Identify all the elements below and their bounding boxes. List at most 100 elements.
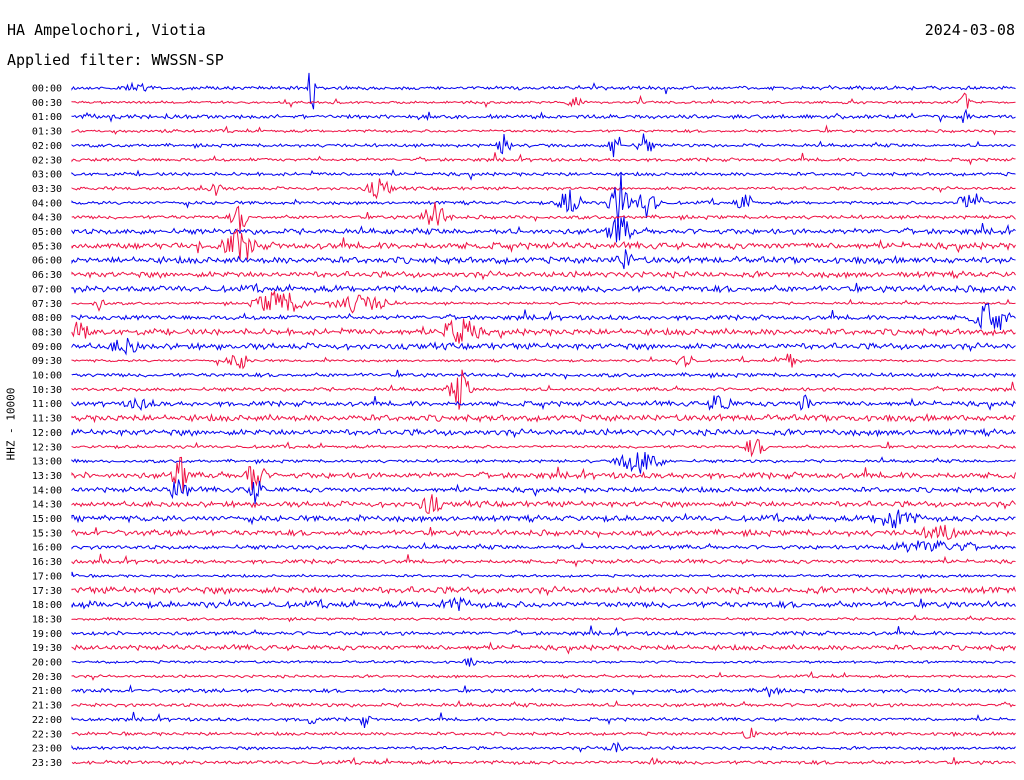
time-label: 03:00: [32, 170, 62, 181]
time-tick-labels: 00:00 00:30 01:00 01:30 02:00 02:30 03:00 03:30…: [32, 84, 62, 769]
trace-2100: [71, 684, 1016, 698]
trace-1900: [71, 625, 1016, 637]
time-label: 15:30: [32, 528, 62, 539]
time-label: 11:00: [32, 399, 62, 410]
trace-1300: [71, 452, 1016, 474]
seismic-traces: [71, 72, 1016, 766]
time-label: 21:00: [32, 686, 62, 697]
time-label: 07:30: [32, 299, 62, 310]
trace-2300: [71, 741, 1016, 753]
time-label: 16:30: [32, 557, 62, 568]
time-label: 01:30: [32, 127, 62, 138]
trace-1100: [71, 394, 1016, 411]
time-label: 20:00: [32, 658, 62, 669]
trace-2200: [71, 711, 1016, 728]
time-label: 18:30: [32, 614, 62, 625]
time-label: 06:00: [32, 256, 62, 267]
trace-0900: [71, 337, 1016, 356]
trace-0730: [71, 289, 1016, 314]
trace-2230: [71, 727, 1016, 739]
trace-1430: [71, 494, 1016, 514]
trace-0700: [71, 282, 1016, 294]
trace-0230: [71, 152, 1016, 166]
trace-0000: [71, 72, 1016, 110]
time-label: 05:00: [32, 227, 62, 238]
trace-2030: [71, 670, 1016, 681]
trace-1930: [71, 641, 1016, 655]
trace-0530: [71, 227, 1016, 261]
time-label: 17:30: [32, 586, 62, 597]
time-label: 23:00: [32, 744, 62, 755]
trace-1600: [71, 539, 1016, 554]
trace-0030: [71, 92, 1016, 109]
time-label: 21:30: [32, 701, 62, 712]
trace-1500: [71, 509, 1016, 529]
time-label: 11:30: [32, 414, 62, 425]
time-label: 05:30: [32, 241, 62, 252]
time-label: 04:00: [32, 198, 62, 209]
time-label: 09:00: [32, 342, 62, 353]
trace-0330: [71, 178, 1016, 200]
trace-0630: [71, 269, 1016, 281]
time-label: 18:00: [32, 600, 62, 611]
time-label: 00:00: [32, 84, 62, 95]
trace-1800: [71, 596, 1016, 611]
time-label: 03:30: [32, 184, 62, 195]
trace-0830: [71, 318, 1016, 344]
time-label: 04:30: [32, 213, 62, 224]
time-label: 13:30: [32, 471, 62, 482]
filter-label: Applied filter: WWSSN-SP: [7, 51, 224, 69]
time-label: 06:30: [32, 270, 62, 281]
trace-1330: [71, 456, 1016, 493]
time-label: 08:30: [32, 327, 62, 338]
trace-0500: [71, 216, 1016, 243]
trace-1700: [71, 571, 1016, 580]
trace-0930: [71, 353, 1016, 370]
time-label: 08:00: [32, 313, 62, 324]
trace-1730: [71, 585, 1016, 597]
trace-0300: [71, 168, 1016, 181]
trace-1130: [71, 412, 1016, 424]
trace-2330: [71, 756, 1016, 766]
trace-0600: [71, 249, 1016, 270]
trace-0800: [71, 302, 1016, 331]
time-label: 10:00: [32, 371, 62, 382]
trace-1000: [71, 369, 1016, 380]
trace-1400: [71, 479, 1016, 505]
station-title: HA Ampelochori, Viotia: [7, 21, 206, 39]
time-label: 17:00: [32, 571, 62, 582]
trace-2130: [71, 699, 1016, 708]
time-label: 13:00: [32, 457, 62, 468]
trace-0400: [71, 173, 1016, 225]
time-label: 22:30: [32, 729, 62, 740]
time-label: 00:30: [32, 98, 62, 109]
trace-1030: [71, 369, 1016, 410]
time-label: 12:30: [32, 442, 62, 453]
time-label: 20:30: [32, 672, 62, 683]
trace-0100: [71, 108, 1016, 124]
trace-1530: [71, 524, 1016, 541]
time-label: 16:00: [32, 543, 62, 554]
trace-1200: [71, 427, 1016, 439]
trace-0130: [71, 124, 1016, 136]
trace-0200: [71, 133, 1016, 158]
time-label: 12:00: [32, 428, 62, 439]
trace-1630: [71, 553, 1016, 568]
time-label: 07:00: [32, 284, 62, 295]
time-label: 14:00: [32, 485, 62, 496]
time-label: 22:00: [32, 715, 62, 726]
time-label: 09:30: [32, 356, 62, 367]
trace-1230: [71, 438, 1016, 458]
time-label: 02:00: [32, 141, 62, 152]
time-label: 10:30: [32, 385, 62, 396]
time-label: 01:00: [32, 112, 62, 123]
time-label: 19:30: [32, 643, 62, 654]
trace-2000: [71, 657, 1016, 667]
time-label: 23:30: [32, 758, 62, 769]
time-label: 14:30: [32, 500, 62, 511]
date-label: 2024-03-08: [924, 21, 1015, 39]
time-label: 19:00: [32, 629, 62, 640]
time-label: 02:30: [32, 155, 62, 166]
trace-1830: [71, 614, 1016, 623]
